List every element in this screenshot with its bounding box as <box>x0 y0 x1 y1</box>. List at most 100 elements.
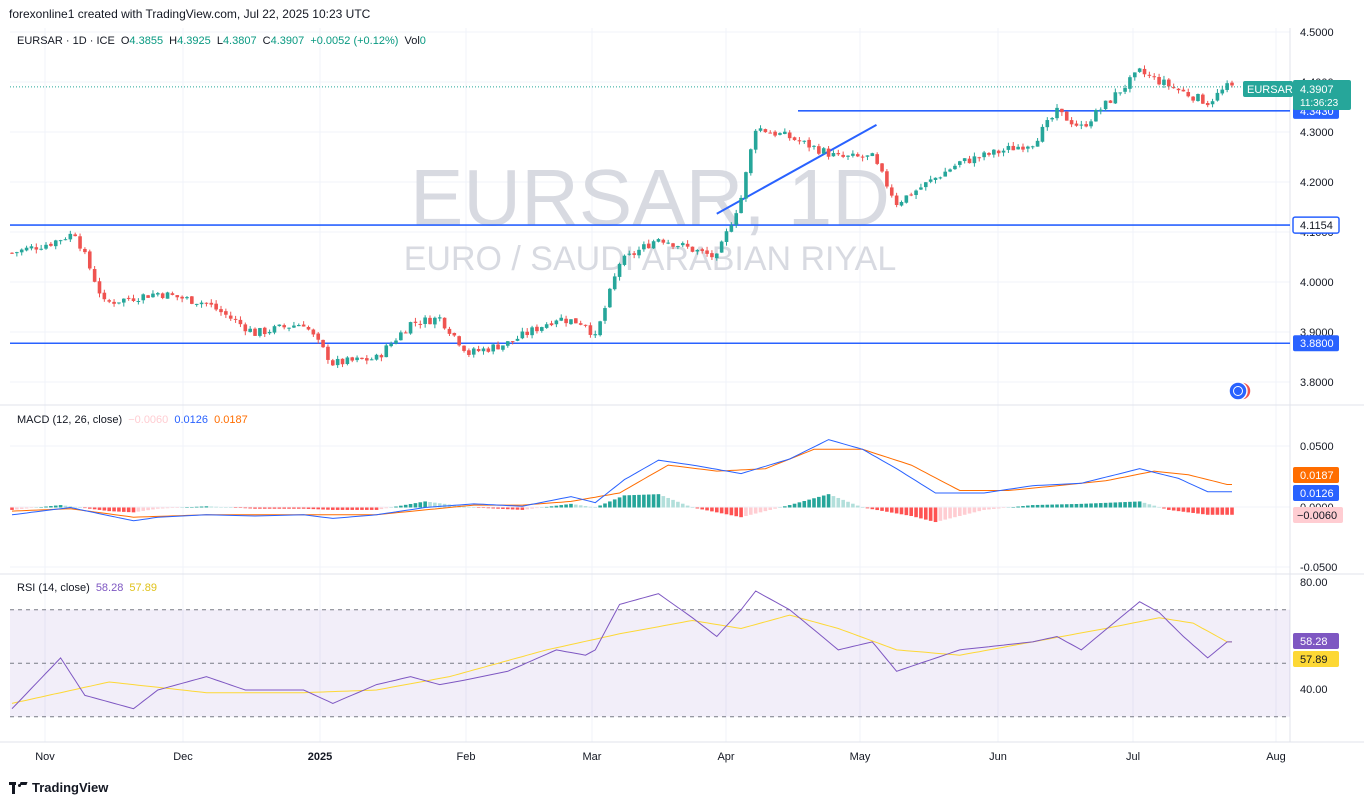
candle-body <box>24 247 29 251</box>
time-tick-label: Aug <box>1266 751 1286 763</box>
candle-body <box>690 246 695 252</box>
macd-signal-tag-bg <box>1293 467 1339 483</box>
candle-body <box>992 149 996 155</box>
macd-histogram-bar <box>1030 505 1035 508</box>
macd-legend[interactable]: MACD (12, 26, close) −0.0060 0.0126 0.01… <box>17 414 251 426</box>
macd-histogram-bar <box>992 507 996 509</box>
macd-histogram-bar <box>578 505 583 508</box>
tradingview-brand[interactable]: TradingView <box>9 780 108 795</box>
macd-signal-tag: 0.0187 <box>1300 470 1334 482</box>
candle-body <box>204 302 209 304</box>
candle-body <box>1147 74 1152 76</box>
watermark-main: EURSAR, 1D <box>410 153 890 242</box>
macd-histogram-bar <box>219 507 223 508</box>
candle-body <box>219 309 223 313</box>
macd-histogram-bar <box>78 507 82 508</box>
candle-body <box>855 154 860 157</box>
macd-histogram-bar <box>29 507 34 508</box>
candle-body <box>199 302 204 305</box>
candle-body <box>714 253 719 259</box>
rsi-legend[interactable]: RSI (14, close) 58.28 57.89 <box>17 582 160 594</box>
time-tick-label: Feb <box>457 751 476 763</box>
macd-histogram-bar <box>622 495 627 508</box>
candle-body <box>175 295 180 298</box>
candle-body <box>121 298 126 303</box>
macd-histogram-bar <box>646 494 651 508</box>
candle-body <box>335 358 340 366</box>
macd-histogram-bar <box>598 505 602 508</box>
candle-body <box>700 249 704 251</box>
candle-body <box>583 324 588 326</box>
candle-body <box>1201 94 1205 104</box>
tradingview-logo-icon <box>9 781 28 794</box>
candle-body <box>676 246 680 248</box>
candle-body <box>190 296 194 304</box>
macd-histogram-bar <box>49 506 53 508</box>
macd-histogram-bar <box>452 505 457 508</box>
candle-body <box>447 328 452 334</box>
macd-histogram-bar <box>758 507 763 513</box>
candle-body <box>92 269 97 282</box>
macd-histogram-bar <box>399 505 403 508</box>
candle-body <box>1152 76 1157 78</box>
macd-histogram-bar <box>505 507 510 510</box>
candle-body <box>326 346 330 360</box>
candle-body <box>1132 72 1137 78</box>
macd-histogram-bar <box>763 507 768 512</box>
macd-histogram-bar <box>549 506 554 508</box>
candle-body <box>481 348 486 352</box>
candle-body <box>1191 96 1195 101</box>
macd-histogram-bar <box>695 507 700 509</box>
candle-body <box>783 131 787 134</box>
macd-histogram-bar <box>894 507 899 514</box>
macd-histogram-bar <box>933 507 938 523</box>
symbol-tag-bg <box>1243 81 1293 97</box>
candle-body <box>544 324 549 328</box>
price-tick-label: 4.0000 <box>1300 277 1334 289</box>
macd-histogram-bar <box>214 506 218 508</box>
macd-histogram-bar <box>345 507 350 510</box>
candle-body <box>1142 68 1147 75</box>
macd-histogram-bar <box>136 507 141 512</box>
macd-histogram-bar <box>802 500 807 508</box>
macd-histogram-bar <box>97 507 102 510</box>
legend-symbol[interactable]: EURSAR · 1D · ICE <box>17 35 115 47</box>
macd-histogram-bar <box>321 507 325 510</box>
macd-histogram-bar <box>1225 507 1229 515</box>
macd-histogram-bar <box>228 507 233 508</box>
candle-body <box>1040 126 1045 142</box>
macd-hist-value: −0.0060 <box>128 414 169 426</box>
candle-body <box>316 333 321 340</box>
macd-histogram-bar <box>1171 507 1176 511</box>
candle-body <box>282 325 286 328</box>
candle-body <box>841 154 845 157</box>
macd-histogram-bar <box>117 507 121 512</box>
candle-body <box>846 155 850 157</box>
candle-body <box>1060 108 1064 113</box>
candle-body <box>564 318 568 324</box>
macd-histogram-bar <box>1026 505 1030 508</box>
macd-histogram-bar <box>476 507 481 508</box>
level-tag-label: 3.8800 <box>1300 338 1334 350</box>
macd-histogram-bar <box>199 506 204 508</box>
candle-body <box>233 318 238 320</box>
macd-histogram-bar <box>564 504 568 508</box>
candle-body <box>170 293 175 295</box>
macd-histogram-bar <box>977 507 982 512</box>
macd-histogram-bar <box>165 507 170 509</box>
macd-histogram-bar <box>243 507 248 509</box>
macd-histogram-bar <box>860 507 865 508</box>
macd-histogram-bar <box>311 507 316 510</box>
candle-body <box>987 153 991 155</box>
candle-body <box>1196 93 1200 102</box>
macd-histogram-bar <box>1142 502 1147 508</box>
candle-body <box>180 296 184 299</box>
candle-body <box>476 348 481 352</box>
macd-histogram-bar <box>569 503 573 508</box>
macd-histogram-bar <box>131 507 136 513</box>
macd-histogram-bar <box>107 507 112 512</box>
candle-body <box>753 130 758 150</box>
candle-body <box>437 317 442 319</box>
candle-body <box>860 156 865 158</box>
